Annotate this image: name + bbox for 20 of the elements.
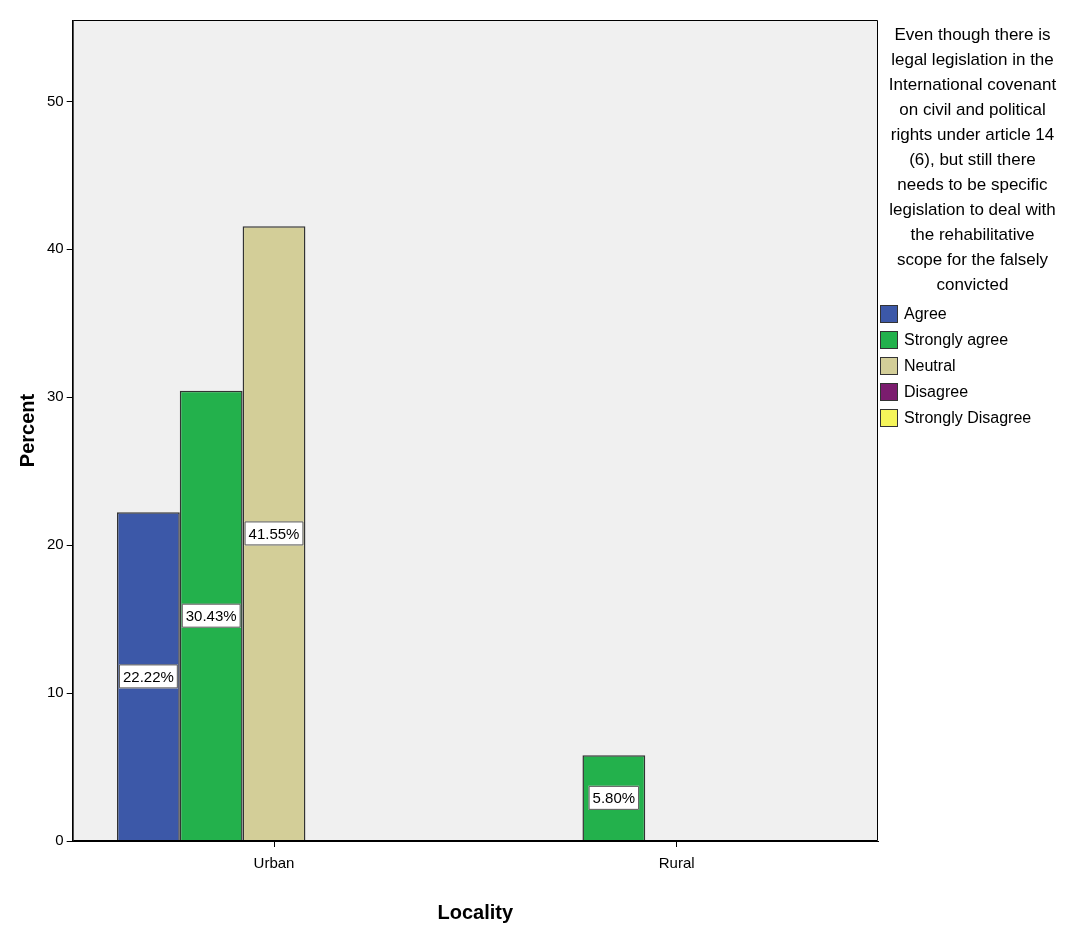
y-axis-title: Percent xyxy=(15,393,38,468)
data-label: 30.43% xyxy=(185,606,237,624)
x-axis-title: Locality xyxy=(437,900,515,923)
y-tick-label: 40 xyxy=(47,239,64,257)
x-tick-label: Rural xyxy=(658,854,695,872)
legend-label: Agree xyxy=(904,305,947,323)
data-label: 41.55% xyxy=(248,524,300,542)
legend-label: Strongly agree xyxy=(904,331,1009,349)
y-tick-label: 30 xyxy=(47,387,64,405)
data-label: 22.22% xyxy=(122,667,174,685)
y-tick-label: 10 xyxy=(47,683,64,701)
text: Even though there is legal legislation in the International covenant on civil and political rights under article 14 (6), but still there needs to be specific legislation to deal with the rehabilitative scope for the falsely convicted xyxy=(888,25,1057,294)
legend-label: Disagree xyxy=(904,383,969,401)
data-label: 5.80% xyxy=(592,788,636,806)
legend-label: Neutral xyxy=(904,357,956,375)
y-tick-label: 50 xyxy=(47,91,64,109)
y-tick-label: 0 xyxy=(55,831,64,849)
legend-label: Strongly Disagree xyxy=(904,409,1032,427)
x-tick-label: Urban xyxy=(253,854,295,872)
y-tick-label: 20 xyxy=(47,535,64,553)
